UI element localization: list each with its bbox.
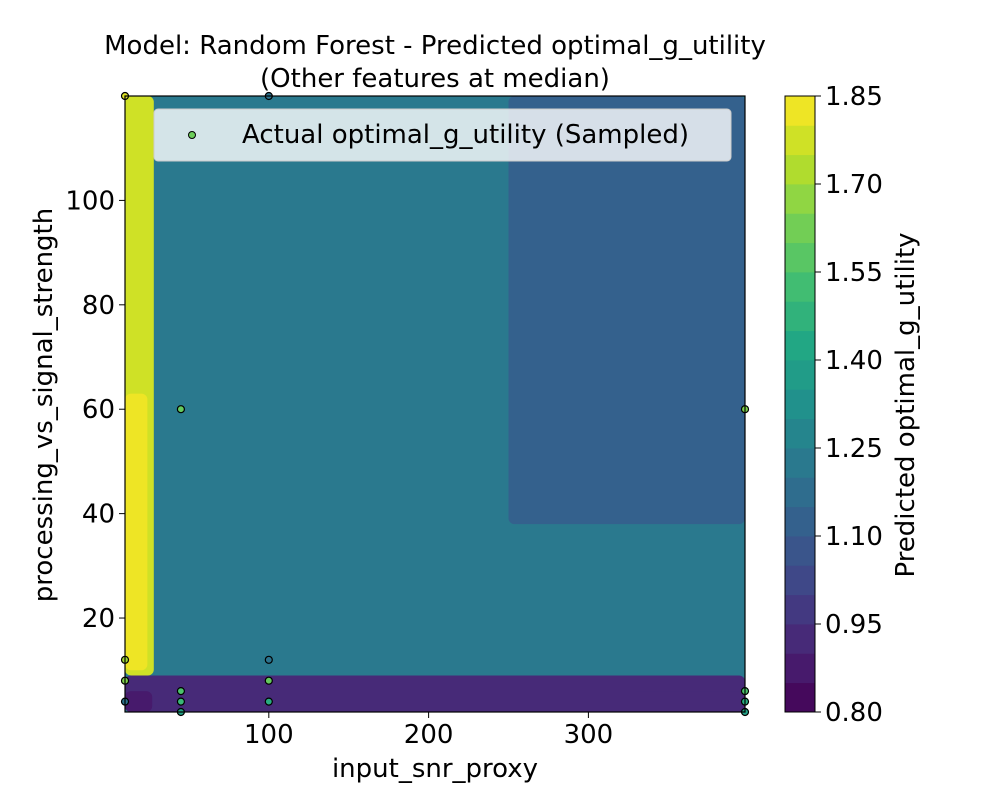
colorbar-band bbox=[785, 448, 815, 478]
colorbar-band bbox=[785, 565, 815, 596]
y-tick-label: 100 bbox=[65, 186, 115, 216]
colorbar-label: Predicted optimal_g_utility bbox=[891, 232, 921, 577]
legend-label: Actual optimal_g_utility (Sampled) bbox=[242, 120, 689, 150]
colorbar-tick-label: 1.55 bbox=[825, 258, 883, 288]
y-tick-label: 60 bbox=[82, 395, 115, 425]
colorbar-band bbox=[785, 624, 815, 654]
colorbar-tick-label: 1.25 bbox=[825, 434, 883, 464]
colorbar-band bbox=[785, 360, 815, 390]
colorbar-band bbox=[785, 536, 815, 566]
x-axis-label: input_snr_proxy bbox=[332, 754, 538, 784]
colorbar: 0.80 0.95 1.10 1.25 1.40 1.55 1.70 1.85 bbox=[784, 82, 883, 728]
plot-frame bbox=[124, 95, 746, 713]
x-tick-label: 100 bbox=[244, 720, 294, 750]
x-tick-label: 200 bbox=[404, 720, 454, 750]
chart-title-line2: (Other features at median) bbox=[260, 64, 610, 94]
colorbar-tick-label: 1.70 bbox=[825, 170, 883, 200]
colorbar-band bbox=[785, 477, 815, 508]
y-tick-label: 40 bbox=[82, 500, 115, 530]
sampled-point bbox=[264, 676, 273, 685]
heatmap-region bbox=[125, 393, 148, 671]
colorbar-band bbox=[785, 330, 815, 361]
heatmap-region bbox=[125, 691, 153, 712]
colorbar-band bbox=[785, 389, 815, 420]
x-tick-label: 300 bbox=[564, 720, 614, 750]
colorbar-band bbox=[785, 301, 815, 332]
heatmap-layer bbox=[125, 96, 745, 712]
legend: Actual optimal_g_utility (Sampled) bbox=[153, 108, 732, 162]
heatmap-region bbox=[508, 96, 745, 525]
colorbar-tick-label: 0.95 bbox=[825, 610, 883, 640]
colorbar-band bbox=[785, 682, 815, 713]
sampled-point bbox=[176, 686, 185, 696]
colorbar-tick-label: 0.80 bbox=[825, 698, 883, 728]
sampled-point bbox=[264, 697, 273, 706]
colorbar-tick-label: 1.10 bbox=[825, 522, 883, 552]
colorbar-band bbox=[785, 594, 815, 625]
legend-box bbox=[153, 108, 732, 162]
sampled-point bbox=[264, 655, 273, 664]
colorbar-band bbox=[785, 96, 815, 126]
x-axis: 100 200 300 bbox=[244, 712, 613, 750]
colorbar-band bbox=[785, 418, 815, 449]
colorbar-band bbox=[785, 272, 815, 302]
y-tick-label: 20 bbox=[82, 604, 115, 634]
colorbar-band bbox=[785, 213, 815, 244]
colorbar-tick-label: 1.85 bbox=[825, 82, 883, 112]
colorbar-band bbox=[785, 154, 815, 185]
heatmap-region bbox=[125, 691, 745, 712]
colorbar-band bbox=[785, 125, 815, 156]
y-axis: 20 40 60 80 100 bbox=[65, 186, 125, 634]
sampled-point bbox=[176, 697, 185, 706]
colorbar-band bbox=[785, 506, 815, 537]
legend-marker bbox=[188, 131, 196, 139]
y-tick-label: 80 bbox=[82, 291, 115, 321]
colorbar-band bbox=[785, 184, 815, 214]
colorbar-band bbox=[785, 242, 815, 273]
y-axis-label: processing_vs_signal_strength bbox=[29, 208, 59, 602]
colorbar-frame bbox=[784, 95, 816, 713]
colorbar-tick-label: 1.40 bbox=[825, 346, 883, 376]
colorbar-band bbox=[785, 653, 815, 684]
chart-title-line1: Model: Random Forest - Predicted optimal… bbox=[104, 31, 766, 61]
sampled-point bbox=[176, 405, 185, 414]
